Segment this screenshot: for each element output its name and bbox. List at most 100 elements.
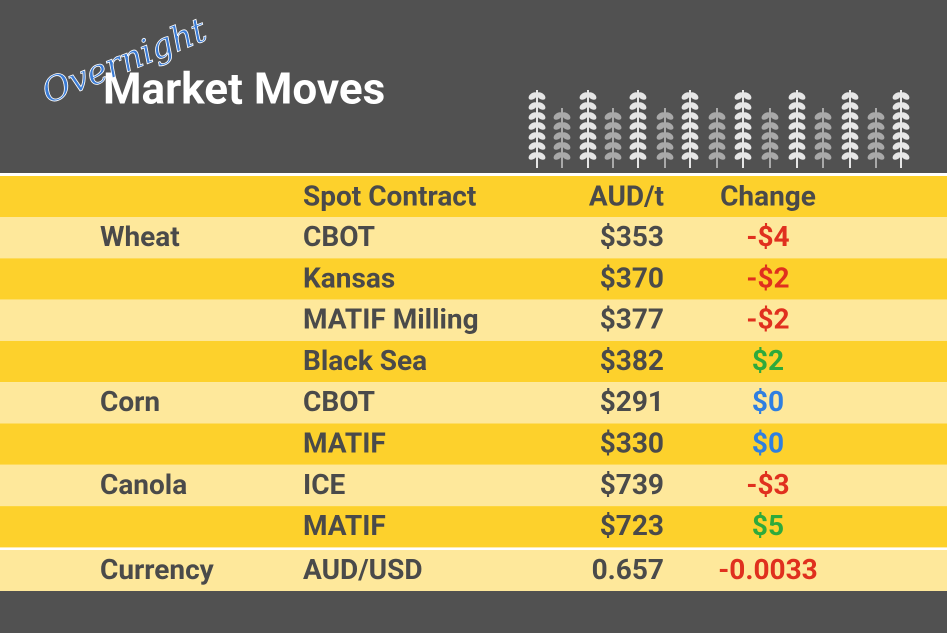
grain xyxy=(689,142,699,150)
grain xyxy=(587,92,597,100)
grain xyxy=(579,102,589,110)
price: $353 xyxy=(600,220,664,253)
change: $0 xyxy=(752,427,784,460)
grain xyxy=(900,102,910,110)
grain xyxy=(796,142,806,150)
grain xyxy=(664,142,674,150)
price: 0.657 xyxy=(592,553,664,586)
grain xyxy=(604,132,614,140)
grain xyxy=(796,152,806,160)
grain xyxy=(841,152,851,160)
contract: Black Sea xyxy=(303,344,427,377)
grain xyxy=(604,122,614,130)
grain xyxy=(875,112,885,120)
grain xyxy=(761,132,771,140)
grain xyxy=(553,152,563,160)
grain xyxy=(892,122,902,130)
grain xyxy=(769,112,779,120)
grain xyxy=(681,142,691,150)
grain xyxy=(637,132,647,140)
grain xyxy=(579,152,589,160)
grain xyxy=(536,142,546,150)
grain xyxy=(761,142,771,150)
grain xyxy=(708,132,718,140)
grain xyxy=(629,92,639,100)
row-background xyxy=(0,258,947,300)
grain xyxy=(867,112,877,120)
grain xyxy=(629,132,639,140)
commodity: Canola xyxy=(100,468,187,501)
grain xyxy=(892,142,902,150)
grain xyxy=(708,142,718,150)
grain xyxy=(788,102,798,110)
grain xyxy=(587,112,597,120)
grain xyxy=(604,152,614,160)
grain xyxy=(629,102,639,110)
grain xyxy=(561,132,571,140)
grain xyxy=(664,112,674,120)
grain xyxy=(875,132,885,140)
grain xyxy=(734,132,744,140)
grain xyxy=(822,132,832,140)
title: Market Moves xyxy=(103,63,385,115)
grain xyxy=(716,142,726,150)
grain xyxy=(681,92,691,100)
grain xyxy=(849,92,859,100)
grain xyxy=(553,142,563,150)
commodity: Currency xyxy=(100,553,215,586)
grain xyxy=(900,132,910,140)
grain xyxy=(561,112,571,120)
grain xyxy=(637,142,647,150)
grain xyxy=(587,132,597,140)
grain xyxy=(849,122,859,130)
grain xyxy=(579,92,589,100)
grain xyxy=(761,112,771,120)
price: $377 xyxy=(600,303,664,336)
grain xyxy=(892,102,902,110)
row-background xyxy=(0,340,947,383)
column-header: Spot Contract xyxy=(303,179,476,212)
contract: CBOT xyxy=(303,220,375,253)
grain xyxy=(587,102,597,110)
grain xyxy=(536,132,546,140)
grain xyxy=(867,142,877,150)
grain xyxy=(579,122,589,130)
grain xyxy=(681,152,691,160)
change: $5 xyxy=(752,509,784,542)
grain xyxy=(528,102,538,110)
grain xyxy=(579,132,589,140)
grain xyxy=(788,142,798,150)
change: $0 xyxy=(752,385,784,418)
grain xyxy=(788,112,798,120)
grain xyxy=(553,112,563,120)
grain xyxy=(742,142,752,150)
grain xyxy=(822,152,832,160)
grain xyxy=(629,152,639,160)
row-background xyxy=(0,423,947,465)
grain xyxy=(637,112,647,120)
row-background xyxy=(0,382,947,424)
row-background xyxy=(0,464,947,507)
grain xyxy=(841,142,851,150)
footer-band xyxy=(0,591,947,633)
grain xyxy=(716,122,726,130)
grain xyxy=(769,142,779,150)
grain xyxy=(637,102,647,110)
grain xyxy=(742,92,752,100)
grain xyxy=(528,132,538,140)
price: $723 xyxy=(600,509,664,542)
change: -$2 xyxy=(746,303,789,336)
contract: MATIF xyxy=(303,509,386,542)
grain xyxy=(822,122,832,130)
grain xyxy=(734,102,744,110)
grain xyxy=(536,92,546,100)
grain xyxy=(841,122,851,130)
row-background xyxy=(0,299,947,341)
grain xyxy=(528,142,538,150)
grain xyxy=(681,122,691,130)
grain xyxy=(849,142,859,150)
grain xyxy=(553,132,563,140)
contract: AUD/USD xyxy=(303,553,423,586)
grain xyxy=(761,152,771,160)
grain xyxy=(629,122,639,130)
